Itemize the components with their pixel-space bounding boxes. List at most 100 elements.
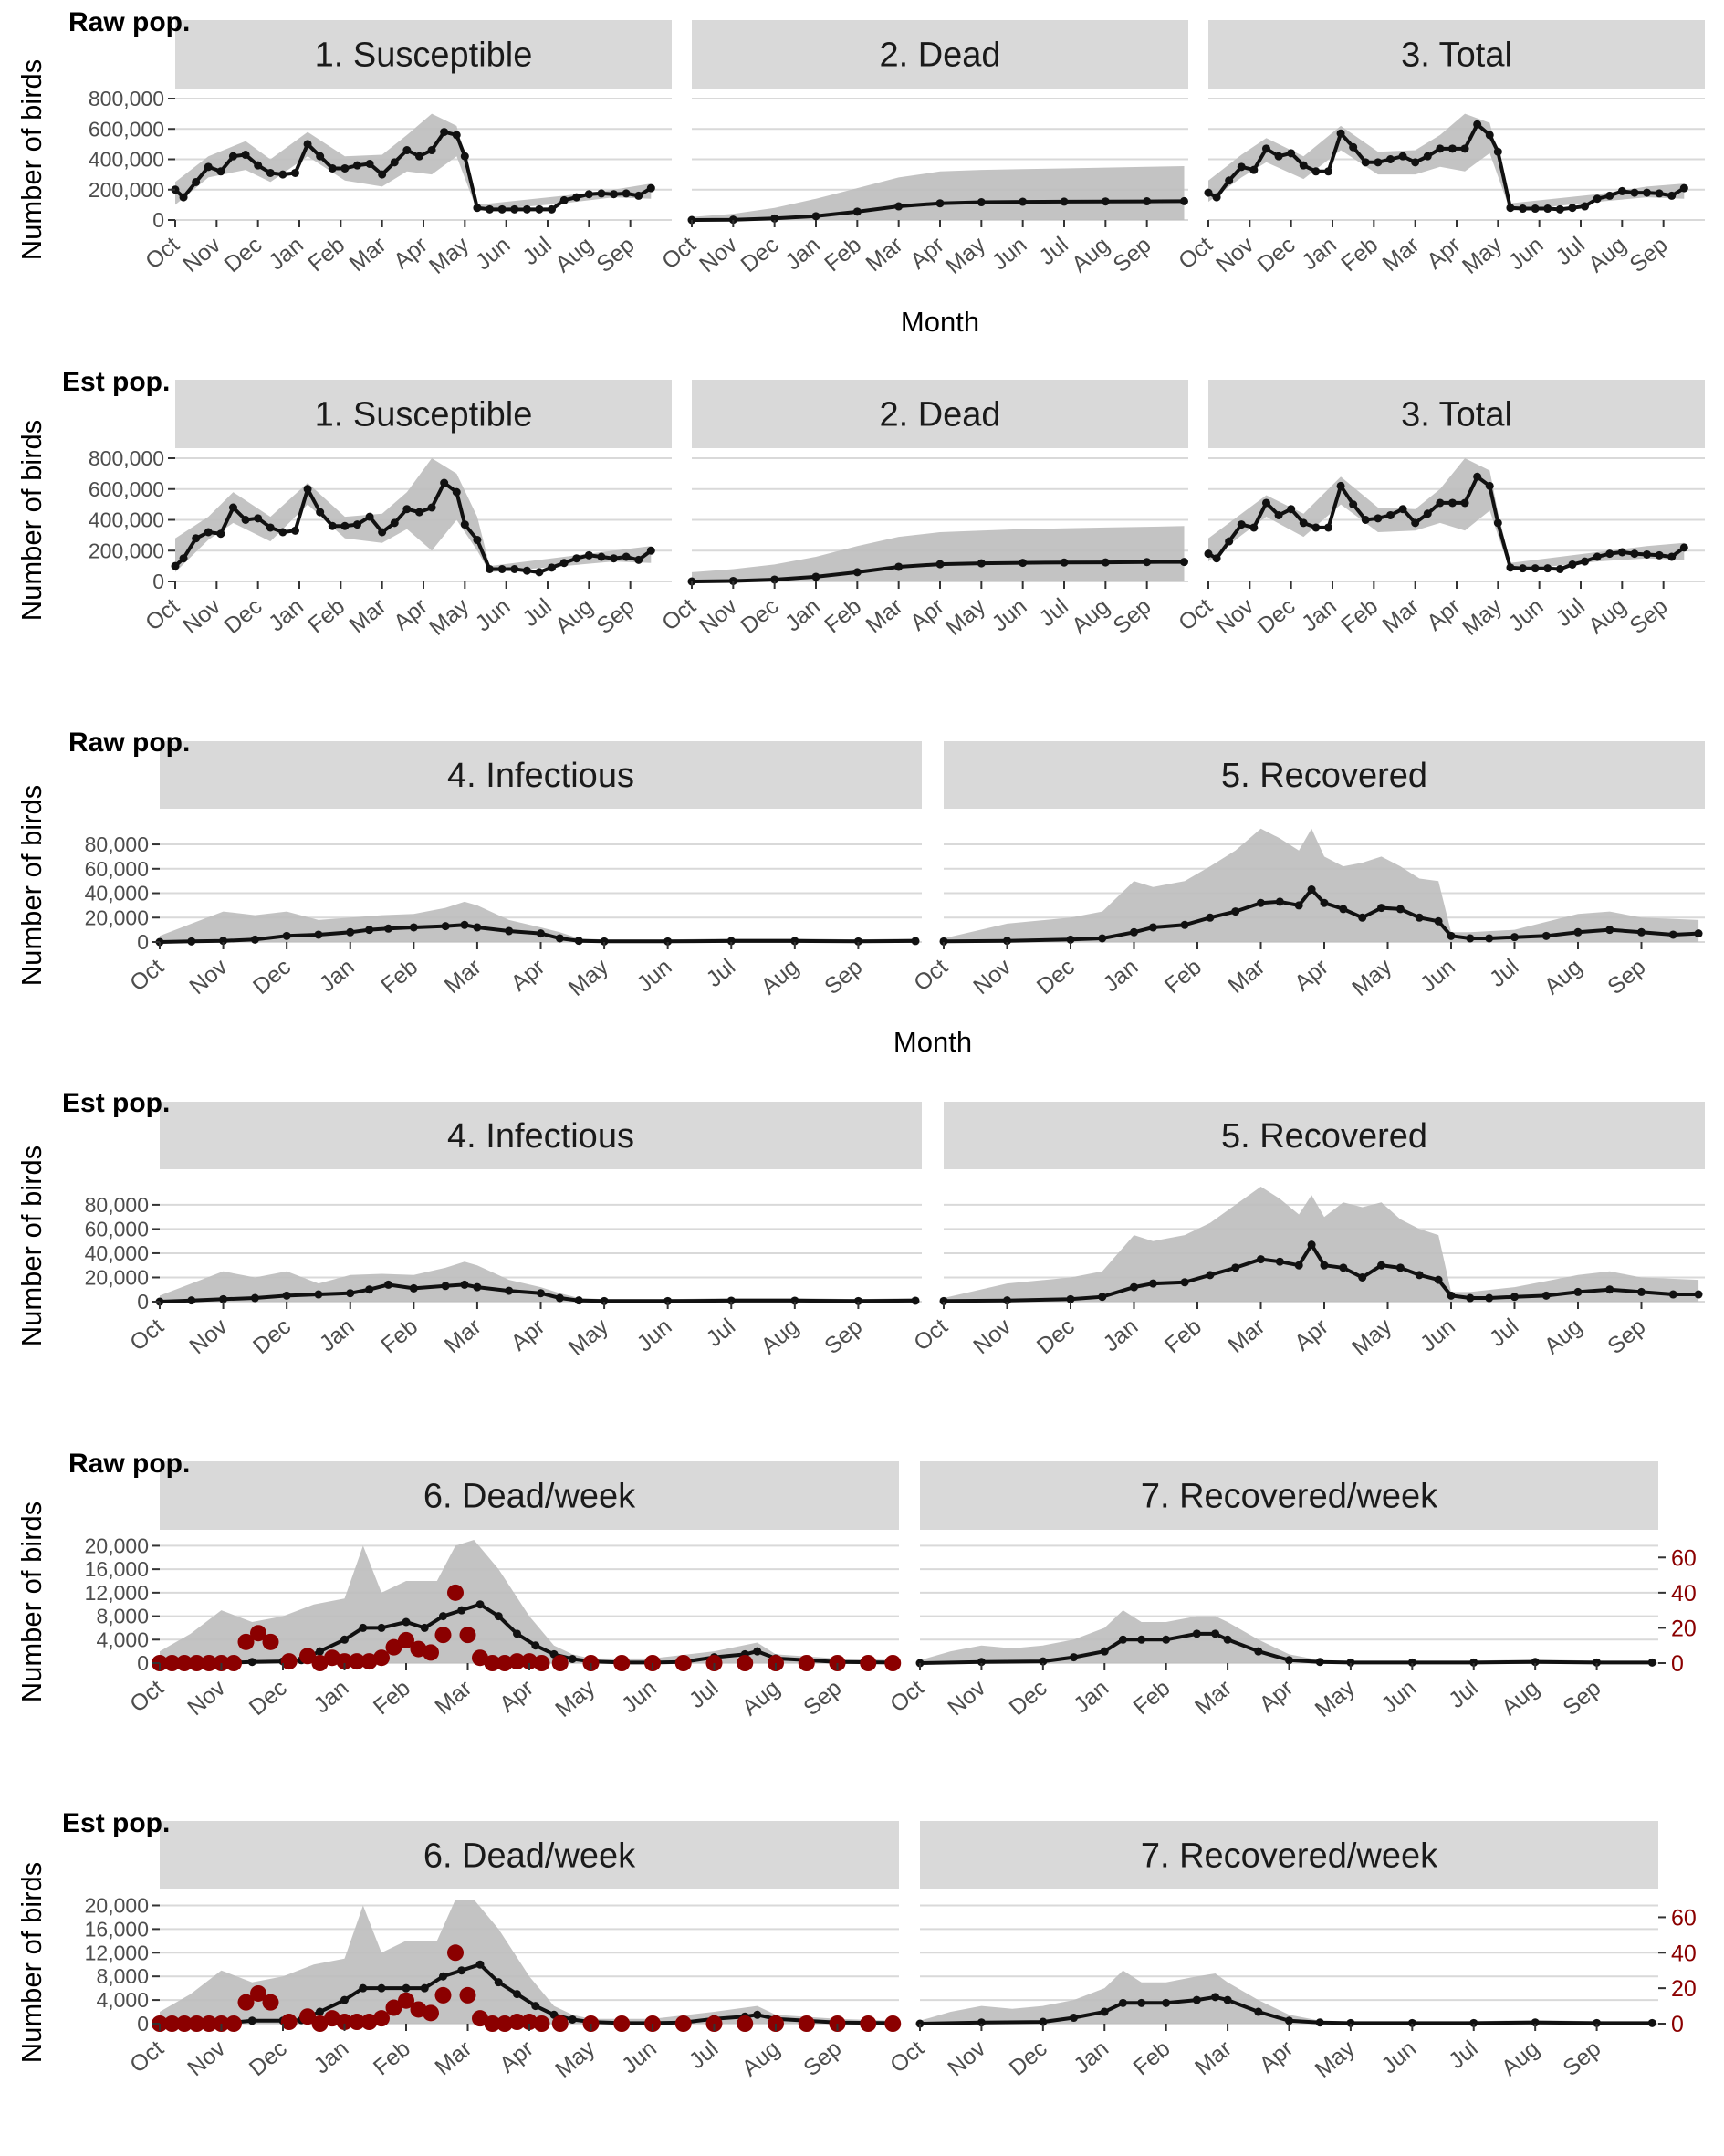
x-tick-label: May [550,1675,601,1722]
observed-point [311,2015,329,2032]
data-point [1212,193,1221,202]
data-point [1605,1285,1614,1294]
data-point [853,1296,862,1305]
data-point [1385,510,1395,519]
x-tick-label: Feb [1160,1313,1207,1358]
x-tick-label: Mar [862,593,908,638]
x-tick-label: Jul [1444,2036,1482,2074]
x-tick-label: Apr [495,1675,538,1717]
y-tick-label: 60,000 [85,1217,149,1240]
data-point [505,926,514,936]
data-point [414,508,423,517]
observed-point [496,2015,513,2032]
data-point [402,146,412,155]
data-point [409,1283,418,1293]
y-tick-label: 0 [152,208,164,232]
x-tick-label: Feb [1336,232,1383,277]
data-point [1204,188,1213,197]
x-tick-label: Mar [345,593,392,638]
x-tick-label: Mar [1378,593,1425,638]
x-tick-label: Oct [657,232,701,274]
observed-point [447,1584,464,1601]
data-point [1101,558,1110,567]
observed-point [551,2015,569,2032]
data-point [531,1641,540,1650]
data-point [1307,1240,1316,1250]
secondary-y-tick-label: 40 [1671,1941,1697,1966]
row-label: Raw pop. [68,7,190,37]
y-tick-label: 0 [137,2012,149,2036]
data-point [441,1282,450,1291]
data-point [1361,158,1370,167]
data-point [1605,549,1614,559]
data-point [266,168,275,177]
data-point [266,523,275,532]
data-point [568,2015,577,2024]
data-point [1395,905,1405,914]
data-point [1519,564,1528,573]
data-point [1407,1658,1416,1667]
x-tick-label: Jan [315,1313,360,1356]
x-tick-label: Oct [125,954,169,996]
data-point [1593,1658,1602,1667]
observed-point [508,2014,526,2031]
data-point [572,193,581,202]
y-tick-label: 800,000 [89,446,164,470]
facet-strip [920,1821,1658,1889]
data-point [1531,564,1540,573]
data-point [1223,1995,1232,2004]
panel-12: 7. Recovered/week 0 20 40 60 Oct Nov Dec Jan Feb M… [885,1461,1697,1722]
x-tick-label: Sep [1558,1675,1605,1721]
x-tick-label: Dec [1005,1675,1052,1721]
data-point [663,1296,673,1305]
data-point [1605,191,1614,200]
data-point [1593,552,1602,561]
data-point [1349,500,1358,509]
x-tick-label: Apr [1290,954,1333,996]
data-point [473,204,482,213]
data-point [597,189,606,198]
y-tick-label: 20,000 [85,1893,149,1917]
data-point [204,162,213,172]
facet-strip [944,1102,1705,1169]
observed-point [484,1655,501,1671]
data-point [1274,510,1283,519]
data-point [1411,158,1420,167]
data-point [384,924,392,933]
data-point [1423,509,1432,518]
x-tick-label: Jul [1485,1313,1523,1352]
observed-point [521,2014,538,2031]
data-point [1249,165,1259,174]
data-point [1237,162,1246,172]
observed-point [410,1640,427,1658]
data-point [1531,1658,1540,1667]
observed-point [299,1648,316,1665]
data-point [486,204,495,214]
data-point [1473,120,1482,129]
x-tick-label: Nov [968,954,1016,1000]
data-point [584,190,593,199]
data-point [1143,558,1152,567]
facet-title: 5. Recovered [1221,1117,1427,1156]
x-tick-label: Jun [1376,1675,1421,1718]
x-tick-label: May [564,954,614,1001]
observed-point [613,2015,631,2032]
x-tick-label: Aug [1540,954,1587,1000]
data-point [1254,2007,1263,2016]
x-tick-label: Sep [1603,1313,1650,1359]
data-point [1541,1291,1551,1300]
data-point [1667,552,1677,561]
uncertainty-band [160,1540,893,1663]
facet-title: 4. Infectious [447,1117,634,1156]
x-tick-label: May [424,232,475,279]
data-point [1346,1658,1355,1667]
data-point [522,204,531,214]
x-tick-label: Jul [1551,593,1589,632]
x-tick-label: Jul [684,1675,723,1713]
x-tick-label: Sep [820,1313,867,1359]
panel-4: 1. Susceptible 0 200,000 400,000 600,000 800,… [89,380,672,641]
data-point [352,161,361,170]
data-point [1447,144,1457,153]
data-point [1285,2016,1293,2025]
data-point [1180,1278,1189,1287]
